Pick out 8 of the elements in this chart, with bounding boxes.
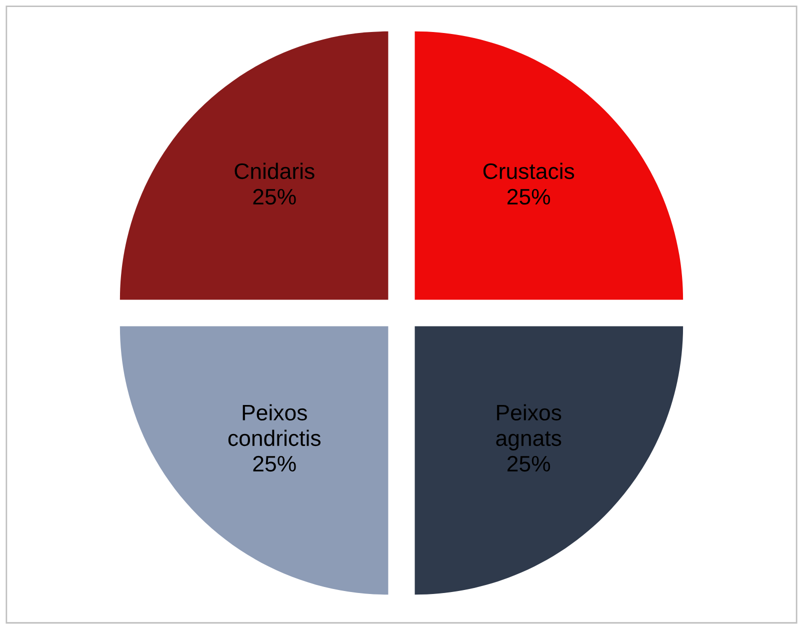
slice-label: Cnidaris: [234, 162, 314, 180]
data-label: 25%: [253, 456, 296, 472]
slice-label: Peixos condrictis: [228, 404, 321, 446]
data-label: 25%: [507, 188, 550, 205]
data-label: 25%: [253, 188, 296, 205]
data-label: 25%: [507, 456, 550, 472]
slice-label: Peixos agnats: [496, 404, 562, 450]
slice-label: Crustacis: [483, 162, 574, 180]
